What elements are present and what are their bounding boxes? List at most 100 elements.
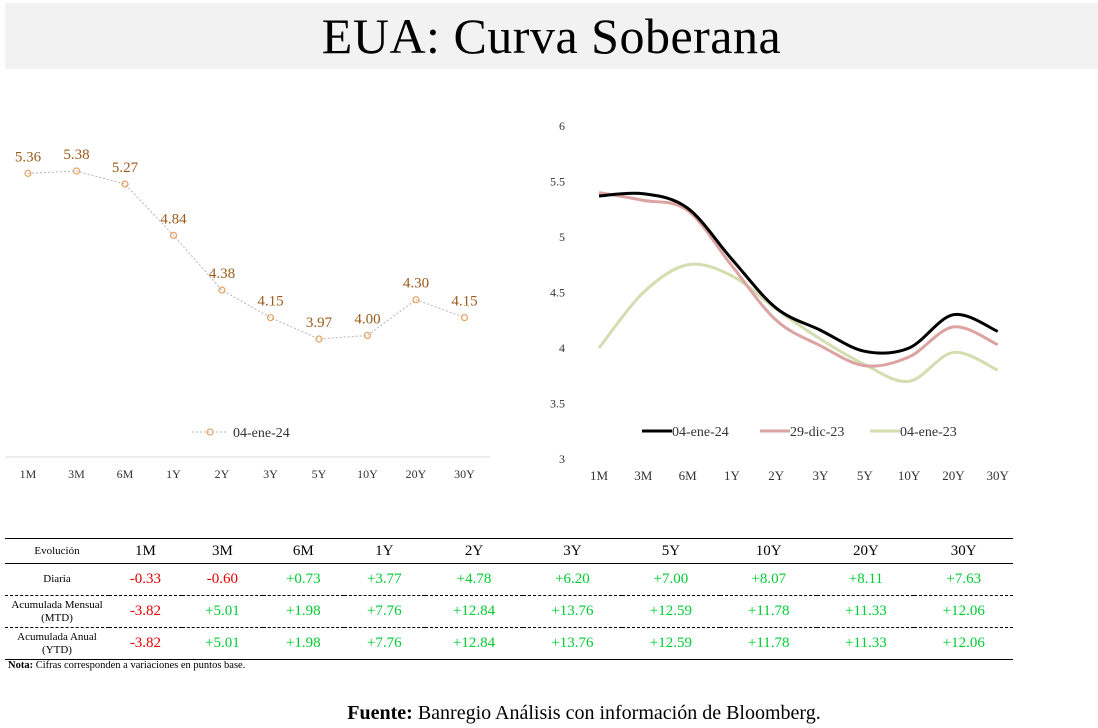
x-tick-label: 2Y xyxy=(768,468,785,483)
x-tick-label: 1M xyxy=(590,468,609,483)
source-text: Banregio Análisis con información de Blo… xyxy=(412,702,821,724)
table-header-row: Evolución 1M 3M 6M 1Y 2Y 3Y 5Y 10Y 20Y 30Y xyxy=(5,538,1013,564)
evolution-table: Evolución 1M 3M 6M 1Y 2Y 3Y 5Y 10Y 20Y 30Y Diaria -… xyxy=(5,538,1013,660)
table-cell: +6.20 xyxy=(523,563,622,596)
legend-marker xyxy=(206,428,214,436)
data-point xyxy=(218,286,226,294)
x-tick-label: 10Y xyxy=(357,467,378,481)
x-tick-label: 5Y xyxy=(857,468,874,483)
table-cell: +5.01 xyxy=(181,595,263,628)
table-cell: +12.06 xyxy=(914,627,1013,660)
data-label: 4.84 xyxy=(160,211,187,227)
x-tick-label: 2Y xyxy=(215,467,230,481)
data-label: 5.36 xyxy=(15,149,42,165)
x-tick-label: 3M xyxy=(68,467,85,481)
table-header-cell: 1M xyxy=(109,538,182,564)
x-tick-label: 3Y xyxy=(813,468,830,483)
data-point xyxy=(121,180,129,188)
table-cell: +8.07 xyxy=(720,563,818,596)
x-tick-label: 20Y xyxy=(406,467,427,481)
y-tick-label: 3.5 xyxy=(550,397,565,411)
table-header-cell: 1Y xyxy=(343,538,425,564)
x-tick-label: 6M xyxy=(679,468,698,483)
source-label: Fuente: xyxy=(347,702,413,724)
table-cell: +13.76 xyxy=(523,595,622,628)
legend-label: 04-ene-24 xyxy=(233,426,290,441)
table-header-cell: 2Y xyxy=(424,538,524,564)
footnote: Nota: Cifras corresponden a variaciones … xyxy=(8,660,245,671)
table-cell: +8.11 xyxy=(817,563,915,596)
data-point xyxy=(72,167,81,175)
table-cell: +3.77 xyxy=(343,563,425,596)
data-point xyxy=(363,331,372,340)
data-point xyxy=(169,231,178,239)
footnote-text: Cifras corresponden a variaciones en pun… xyxy=(33,660,246,671)
data-label: 5.27 xyxy=(112,160,139,176)
row-label: Acumulada Mensual (MTD) xyxy=(5,595,109,628)
table-cell: +4.78 xyxy=(424,563,524,596)
table-cell: -0.60 xyxy=(181,563,263,596)
table-cell: +11.78 xyxy=(720,627,818,660)
x-tick-label: 3Y xyxy=(263,467,278,481)
data-label: 4.15 xyxy=(257,294,283,310)
x-tick-label: 3M xyxy=(634,468,653,483)
table-cell: +1.98 xyxy=(262,595,344,628)
table-cell: +7.76 xyxy=(343,627,425,660)
table-cell: -3.82 xyxy=(109,595,182,628)
table-cell: +5.01 xyxy=(181,627,263,660)
y-tick-label: 6 xyxy=(559,119,565,133)
x-tick-label: 1Y xyxy=(724,468,741,483)
table-header-label: Evolución xyxy=(5,538,109,564)
page-title: EUA: Curva Soberana xyxy=(321,8,782,64)
x-tick-label: 10Y xyxy=(898,468,921,483)
table-cell: +1.98 xyxy=(262,627,344,660)
table-cell: +7.63 xyxy=(914,563,1013,596)
table-cell: +0.73 xyxy=(262,563,344,596)
series-line-04-ene-23 xyxy=(597,262,999,383)
y-tick-label: 4.5 xyxy=(550,286,565,300)
data-point xyxy=(266,313,275,322)
table-header-cell: 3M xyxy=(181,538,263,564)
table-cell: +12.06 xyxy=(914,595,1013,628)
data-label: 4.38 xyxy=(209,266,235,282)
title-bar: EUA: Curva Soberana xyxy=(5,3,1098,69)
series-line-29-dic-23 xyxy=(598,191,999,368)
table-cell: +13.76 xyxy=(523,627,622,660)
data-label: 3.97 xyxy=(306,315,333,331)
series-line-04-ene-24 xyxy=(598,191,999,355)
data-point xyxy=(315,335,323,343)
table-cell: +11.33 xyxy=(817,627,915,660)
x-tick-label: 30Y xyxy=(454,467,475,481)
row-label: Diaria xyxy=(5,563,109,596)
table-row: Acumulada Anual (YTD) -3.82 +5.01 +1.98 +7.7… xyxy=(5,627,1013,660)
x-tick-label: 5Y xyxy=(312,467,327,481)
data-point xyxy=(24,169,32,177)
y-tick-label: 3 xyxy=(559,452,565,466)
x-tick-label: 20Y xyxy=(942,468,965,483)
table-cell: +12.84 xyxy=(424,595,524,628)
left-yield-chart: 5.36 5.38 5.27 4.84 4.38 4.15 3.97 4.00 4.30 4.15… xyxy=(5,147,490,481)
table-cell: -0.33 xyxy=(109,563,182,596)
table-header-cell: 30Y xyxy=(914,538,1013,564)
data-label: 4.15 xyxy=(451,294,477,310)
data-label: 4.30 xyxy=(403,276,429,292)
table-cell: +11.33 xyxy=(817,595,915,628)
right-yield-curves-chart: 3 3.5 4 4.5 5 5.5 6 1M 3M 6M 1Y 2Y 3Y 5Y 10Y 20Y 30Y 04-e… xyxy=(550,119,1010,483)
table-header-cell: 10Y xyxy=(720,538,818,564)
table-header-cell: 20Y xyxy=(817,538,915,564)
x-tick-label: 1M xyxy=(20,467,37,481)
table-cell: +7.00 xyxy=(621,563,721,596)
table-cell: +11.78 xyxy=(720,595,818,628)
legend-label: 04-ene-23 xyxy=(900,425,957,440)
data-label: 5.38 xyxy=(63,147,89,163)
legend-label: 29-dic-23 xyxy=(790,425,844,440)
y-tick-label: 4 xyxy=(559,341,565,355)
table-row: Acumulada Mensual (MTD) -3.82 +5.01 +1.98 +7… xyxy=(5,595,1013,628)
x-tick-label: 1Y xyxy=(166,467,181,481)
table-header-cell: 3Y xyxy=(523,538,622,564)
x-tick-label: 30Y xyxy=(987,468,1010,483)
footnote-label: Nota: xyxy=(8,660,34,671)
table-cell: +12.84 xyxy=(424,627,524,660)
legend-label: 04-ene-24 xyxy=(672,425,729,440)
y-tick-label: 5.5 xyxy=(550,175,565,189)
